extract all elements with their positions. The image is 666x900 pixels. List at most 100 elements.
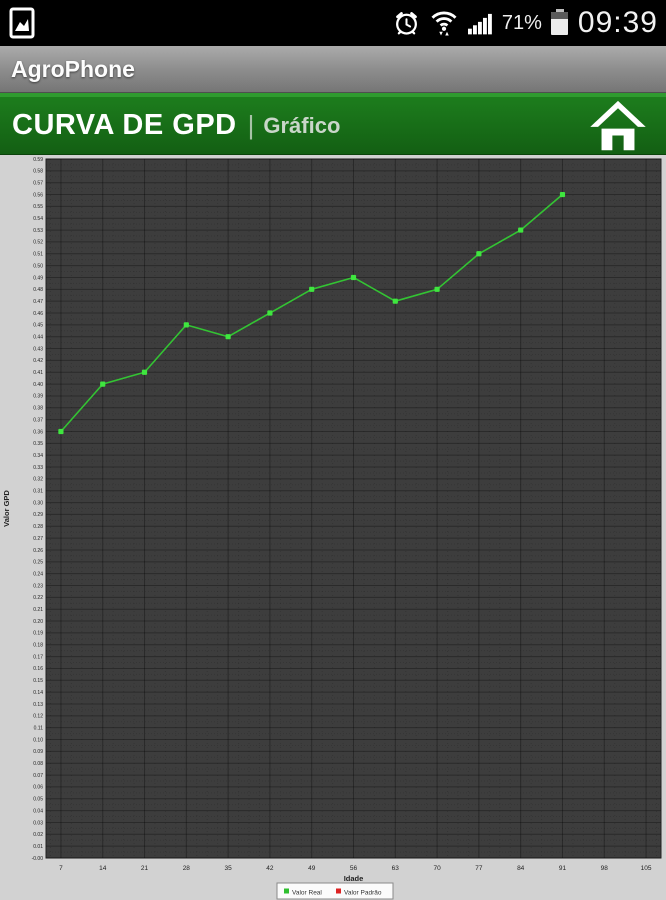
legend-swatch (336, 888, 341, 894)
svg-text:21: 21 (141, 865, 149, 872)
svg-text:70: 70 (433, 865, 441, 872)
svg-text:0.44: 0.44 (33, 335, 43, 341)
svg-text:0.14: 0.14 (33, 690, 43, 696)
series-valor-real (58, 191, 566, 435)
svg-text:0.46: 0.46 (33, 311, 43, 317)
data-point (183, 322, 189, 328)
svg-text:0.35: 0.35 (33, 441, 43, 447)
x-axis-title: Idade (344, 874, 364, 883)
svg-text:0.06: 0.06 (33, 785, 43, 791)
data-point (392, 298, 398, 304)
home-button[interactable] (590, 100, 646, 152)
data-point (559, 191, 566, 198)
svg-text:0.47: 0.47 (33, 299, 43, 305)
svg-text:0.26: 0.26 (33, 548, 43, 554)
status-bar: 71% 09:39 (0, 0, 666, 46)
legend-label: Valor Real (292, 890, 322, 897)
svg-text:91: 91 (559, 865, 567, 872)
svg-text:0.33: 0.33 (33, 465, 43, 471)
svg-text:0.56: 0.56 (33, 192, 43, 198)
svg-text:0.20: 0.20 (33, 619, 43, 625)
svg-text:0.01: 0.01 (33, 844, 43, 850)
chart-region: 0.59 0.58 0.57 0.56 0.55 0.54 0.53 0.52 0.51 0.50… (0, 155, 666, 900)
home-icon (590, 100, 646, 150)
screenshot-notification-icon (9, 7, 35, 39)
svg-text:49: 49 (308, 865, 316, 872)
svg-text:0.36: 0.36 (33, 429, 43, 435)
data-point (141, 369, 148, 375)
svg-text:14: 14 (99, 865, 107, 872)
data-point (434, 286, 440, 292)
svg-text:84: 84 (517, 865, 525, 872)
clock-time: 09:39 (577, 6, 658, 39)
svg-text:0.15: 0.15 (33, 678, 43, 684)
svg-text:0.37: 0.37 (33, 417, 43, 423)
svg-text:0.54: 0.54 (33, 216, 43, 222)
svg-text:0.12: 0.12 (33, 714, 43, 720)
svg-text:0.41: 0.41 (33, 370, 43, 376)
svg-text:0.03: 0.03 (33, 820, 43, 826)
app-title-bar: AgroPhone (0, 46, 666, 93)
page-title: CURVA DE GPD (12, 109, 237, 141)
battery-icon (551, 9, 569, 37)
svg-text:0.43: 0.43 (33, 346, 43, 352)
data-point (100, 381, 106, 387)
data-point (518, 227, 524, 233)
svg-text:0.48: 0.48 (33, 287, 43, 293)
svg-text:0.24: 0.24 (33, 571, 43, 577)
svg-text:0.55: 0.55 (33, 204, 43, 210)
x-axis-tick-labels: 7 14 21 28 35 42 49 56 63 70 77 84 91 98 105 (59, 865, 652, 872)
svg-text:0.23: 0.23 (33, 583, 43, 589)
gridlines (46, 158, 661, 859)
svg-text:0.38: 0.38 (33, 406, 43, 412)
svg-text:0.45: 0.45 (33, 323, 43, 329)
svg-text:0.31: 0.31 (33, 489, 43, 495)
svg-text:0.25: 0.25 (33, 560, 43, 566)
svg-text:0.07: 0.07 (33, 773, 43, 779)
svg-text:28: 28 (183, 865, 191, 872)
svg-text:0.27: 0.27 (33, 536, 43, 542)
svg-text:0.30: 0.30 (33, 500, 43, 506)
svg-text:0.08: 0.08 (33, 761, 43, 767)
title-separator: | (247, 110, 255, 140)
svg-text:0.59: 0.59 (33, 157, 43, 163)
svg-text:0.02: 0.02 (33, 832, 43, 838)
svg-text:56: 56 (350, 865, 358, 872)
svg-text:0.10: 0.10 (33, 737, 43, 743)
svg-text:35: 35 (224, 865, 232, 872)
svg-text:0.40: 0.40 (33, 382, 43, 388)
y-axis-title: Valor GPD (2, 490, 11, 527)
legend-swatch (284, 888, 289, 894)
svg-text:0.32: 0.32 (33, 477, 43, 483)
chart-legend: Valor Real Valor Padrão (276, 882, 394, 900)
svg-text:0.22: 0.22 (33, 595, 43, 601)
svg-text:0.09: 0.09 (33, 749, 43, 755)
svg-text:98: 98 (601, 865, 609, 872)
svg-text:0.21: 0.21 (33, 607, 43, 613)
svg-text:7: 7 (59, 865, 63, 872)
header-highlight-strip (0, 93, 666, 97)
battery-percentage: 71% (501, 11, 542, 34)
wifi-icon (431, 11, 457, 36)
svg-text:0.19: 0.19 (33, 631, 43, 637)
signal-strength-icon (467, 13, 492, 35)
svg-text:0.13: 0.13 (33, 702, 43, 708)
svg-text:0.29: 0.29 (33, 512, 43, 518)
svg-text:42: 42 (266, 865, 274, 872)
y-axis-tick-labels: 0.59 0.58 0.57 0.56 0.55 0.54 0.53 0.52 0.51 0.50… (32, 157, 44, 862)
svg-text:0.34: 0.34 (33, 453, 43, 459)
svg-text:0.58: 0.58 (33, 169, 43, 175)
data-point (309, 286, 315, 292)
svg-text:105: 105 (641, 865, 652, 872)
svg-text:-0.00: -0.00 (32, 856, 44, 862)
svg-text:0.17: 0.17 (33, 654, 43, 660)
svg-text:0.49: 0.49 (33, 275, 43, 281)
data-point (267, 310, 273, 316)
page-subtitle: Gráfico (263, 112, 341, 138)
alarm-icon (395, 12, 417, 35)
svg-text:0.16: 0.16 (33, 666, 43, 672)
data-point (225, 334, 231, 340)
data-point (350, 274, 357, 281)
svg-text:0.39: 0.39 (33, 394, 43, 400)
